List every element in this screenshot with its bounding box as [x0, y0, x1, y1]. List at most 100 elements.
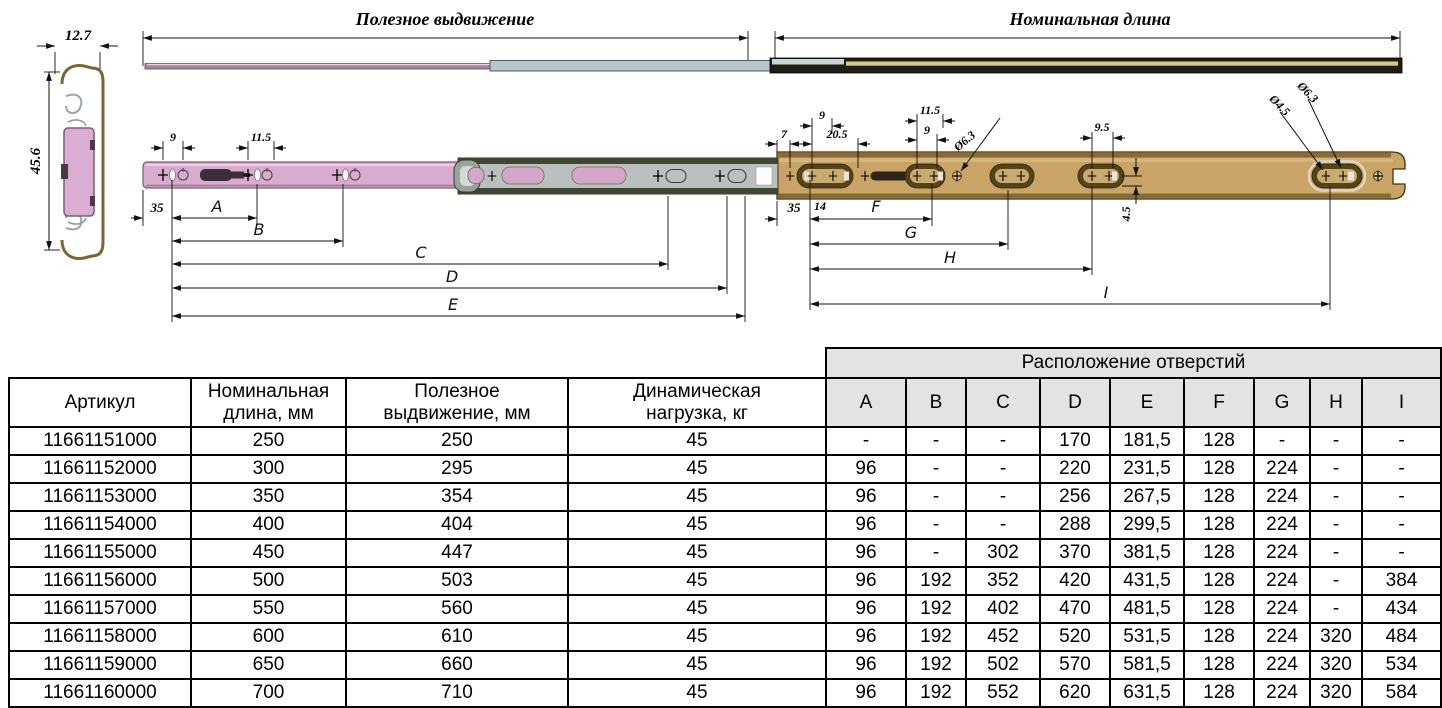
value-cell: 354: [345, 482, 569, 512]
value-cell: 570: [1039, 650, 1111, 680]
middle-rail-holes: [467, 166, 773, 186]
value-cell: 256: [1039, 482, 1111, 512]
value-cell: 231,5: [1109, 454, 1185, 484]
table-row: 11661156000 500 503 45 96 192 352 420 431,5 128 22…: [8, 566, 1442, 596]
inner-rail: [142, 161, 481, 189]
value-cell: 288: [1039, 510, 1111, 540]
value-cell: -: [1253, 426, 1311, 456]
value-cell: 470: [1039, 594, 1111, 624]
article-cell: 11661156000: [8, 566, 192, 596]
dim-I: I: [1104, 283, 1109, 302]
value-cell: 710: [345, 678, 569, 708]
value-cell: -: [1309, 510, 1363, 540]
value-cell: 550: [190, 594, 347, 624]
extended-rails: [144, 57, 1403, 74]
article-cell: 11661154000: [8, 510, 192, 540]
value-cell: 250: [190, 426, 347, 456]
value-cell: 192: [905, 650, 967, 680]
table-body: 11661151000 250 250 45- - -170 181,5 128- - -1166…: [8, 426, 1442, 708]
value-cell: -: [965, 510, 1041, 540]
value-cell: 560: [345, 594, 569, 624]
dim-9-slot2: 9: [924, 123, 930, 137]
table-row: 11661160000 700 710 45 96 192 552 620 631,5 128 22…: [8, 678, 1442, 708]
value-cell: 96: [825, 482, 907, 512]
value-cell: -: [1309, 454, 1363, 484]
value-cell: 267,5: [1109, 482, 1185, 512]
value-cell: 128: [1183, 594, 1255, 624]
value-cell: 128: [1183, 622, 1255, 652]
value-cell: 400: [190, 510, 347, 540]
table-row: 11661151000 250 250 45- - -170 181,5 128- - -: [8, 426, 1442, 456]
value-cell: -: [905, 510, 967, 540]
technical-drawing: 12.7 45.6 Полезное выдвижение Номинальна…: [28, 9, 1406, 322]
value-cell: 620: [1039, 678, 1111, 708]
value-cell: 402: [965, 594, 1041, 624]
dim-E: E: [448, 295, 459, 314]
value-cell: -: [905, 482, 967, 512]
dim-cross-width: 12.7: [65, 28, 92, 44]
value-cell: -: [1309, 538, 1363, 568]
outer-rail-holes: [785, 160, 1383, 192]
value-cell: 370: [1039, 538, 1111, 568]
value-cell: 520: [1039, 622, 1111, 652]
value-cell: 352: [965, 566, 1041, 596]
holes-group-header: Расположение отверстий: [824, 347, 1442, 379]
value-cell: 631,5: [1109, 678, 1185, 708]
table-row: 11661152000 300 295 45 96- -220 231,5 128 224- -: [8, 454, 1442, 484]
value-cell: 224: [1253, 622, 1311, 652]
col-header-dynamic-load: Динамическая нагрузка, кг: [567, 377, 827, 428]
table-row: 11661155000 450 447 45 96-302 370 381,5 128 224-…: [8, 538, 1442, 568]
blank-header-cell: [9, 348, 826, 378]
article-cell: 11661158000: [8, 622, 192, 652]
value-cell: -: [965, 454, 1041, 484]
value-cell: 224: [1253, 594, 1311, 624]
value-cell: 128: [1183, 538, 1255, 568]
dim-20-5: 20.5: [826, 127, 848, 141]
dim-35-right: 35: [787, 200, 802, 215]
col-header-C: C: [965, 377, 1041, 428]
value-cell: 45: [567, 678, 827, 708]
table-head: Расположение отверстий Артикул Номинальн…: [8, 347, 1442, 428]
useful-extension-label: Полезное выдвижение: [355, 9, 534, 29]
dim-9-slot1: 9: [819, 108, 825, 122]
value-cell: 500: [190, 566, 347, 596]
extended-view: Полезное выдвижение Номинальная длина: [142, 9, 1403, 74]
inner-rail-holes: [158, 168, 361, 182]
value-cell: 128: [1183, 510, 1255, 540]
value-cell: -: [1360, 510, 1442, 540]
table-row: 11661157000 550 560 45 96 192 402 470 481,5 128 22…: [8, 594, 1442, 624]
col-header-E: E: [1109, 377, 1185, 428]
col-header-useful-extension: Полезное выдвижение, мм: [345, 377, 569, 428]
value-cell: 420: [1039, 566, 1111, 596]
value-cell: 128: [1183, 454, 1255, 484]
value-cell: 181,5: [1109, 426, 1185, 456]
value-cell: 45: [567, 454, 827, 484]
value-cell: 45: [567, 566, 827, 596]
value-cell: 384: [1360, 566, 1442, 596]
value-cell: 381,5: [1109, 538, 1185, 568]
value-cell: 450: [190, 538, 347, 568]
table-row: 11661154000 400 404 45 96- -288 299,5 128 224- -: [8, 510, 1442, 540]
value-cell: 431,5: [1109, 566, 1185, 596]
value-cell: -: [1309, 566, 1363, 596]
article-cell: 11661160000: [8, 678, 192, 708]
col-header-A: A: [825, 377, 907, 428]
dim-B: B: [254, 220, 265, 239]
value-cell: 600: [190, 622, 347, 652]
value-cell: 45: [567, 650, 827, 680]
nominal-length-label: Номинальная длина: [1008, 9, 1170, 29]
article-cell: 11661157000: [8, 594, 192, 624]
dim-H: H: [944, 248, 956, 267]
value-cell: 192: [905, 678, 967, 708]
value-cell: 45: [567, 622, 827, 652]
table-row: 11661158000 600 610 45 96 192 452 520 531,5 128 22…: [8, 622, 1442, 652]
dim-11-5-slot2: 11.5: [920, 103, 940, 117]
value-cell: 224: [1253, 566, 1311, 596]
article-cell: 11661152000: [8, 454, 192, 484]
dim-14: 14: [814, 199, 826, 213]
value-cell: 96: [825, 510, 907, 540]
column-header-row: Артикул Номинальная длина, мм Полезное выд…: [8, 377, 1442, 428]
cross-section-view: 12.7 45.6: [28, 28, 118, 260]
value-cell: 320: [1309, 622, 1363, 652]
value-cell: -: [1309, 426, 1363, 456]
